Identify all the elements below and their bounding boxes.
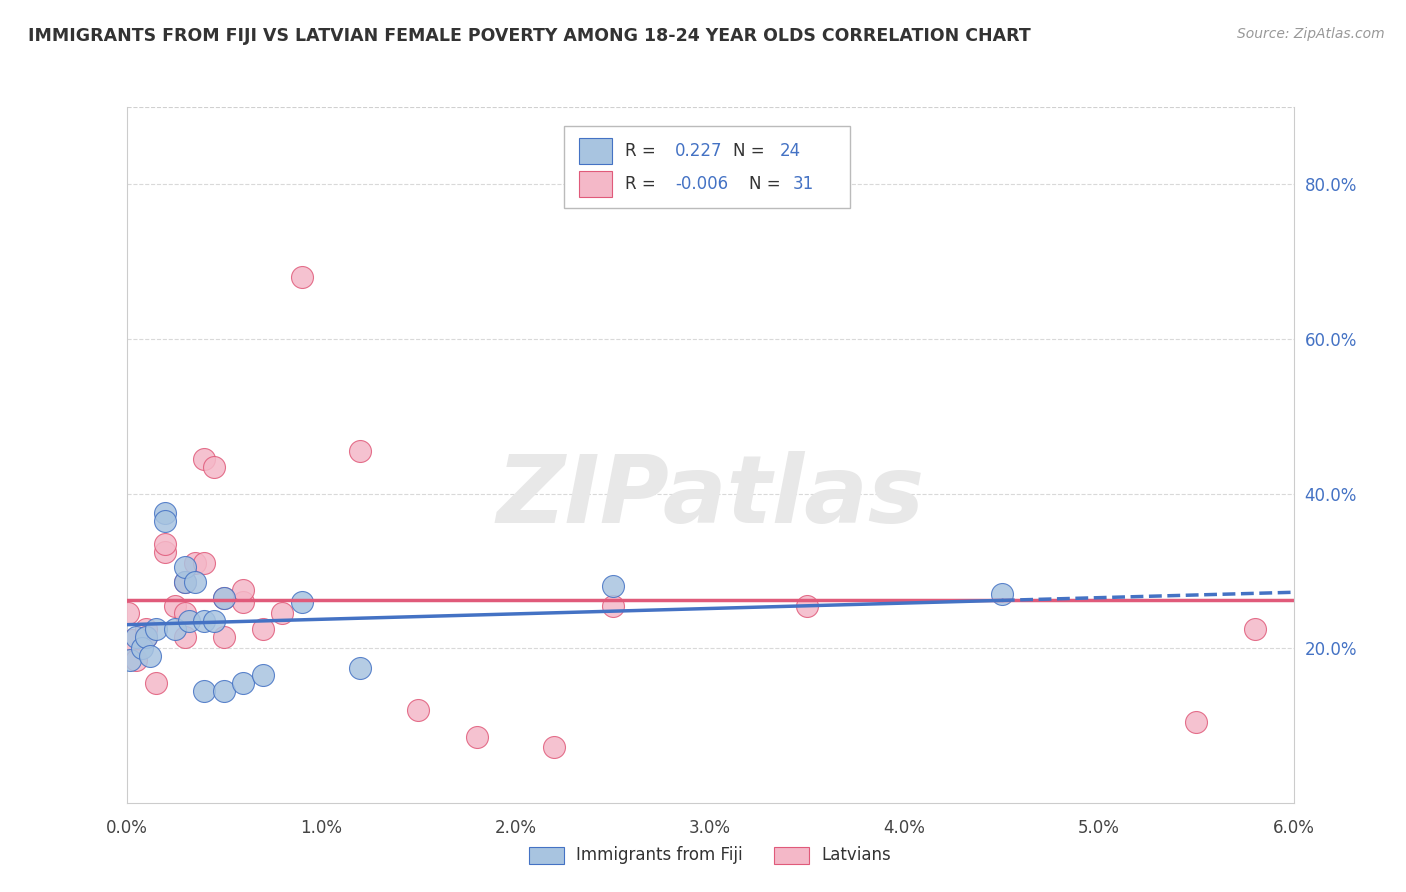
Point: [117, 607, 139, 621]
Point: [193, 683, 215, 698]
Text: Latvians: Latvians: [821, 846, 890, 864]
Point: [252, 668, 274, 682]
Point: [135, 622, 157, 636]
Point: [1243, 622, 1265, 636]
Point: [139, 648, 162, 663]
Point: [177, 614, 200, 628]
Text: IMMIGRANTS FROM FIJI VS LATVIAN FEMALE POVERTY AMONG 18-24 YEAR OLDS CORRELATION: IMMIGRANTS FROM FIJI VS LATVIAN FEMALE P…: [28, 27, 1031, 45]
Point: [543, 740, 565, 755]
FancyBboxPatch shape: [529, 847, 564, 864]
Point: [202, 614, 225, 628]
Text: N =: N =: [734, 142, 765, 160]
Point: [155, 514, 177, 528]
Point: [135, 630, 157, 644]
Point: [183, 575, 205, 590]
Point: [212, 591, 235, 605]
Text: Immigrants from Fiji: Immigrants from Fiji: [576, 846, 742, 864]
Point: [174, 575, 197, 590]
Point: [120, 653, 142, 667]
Point: [252, 622, 274, 636]
Point: [155, 537, 177, 551]
Point: [232, 583, 254, 598]
Point: [212, 630, 235, 644]
Text: R =: R =: [624, 175, 661, 194]
Point: [174, 575, 197, 590]
Point: [155, 544, 177, 558]
Text: 31: 31: [793, 175, 814, 194]
Point: [155, 506, 177, 520]
Point: [1185, 714, 1208, 729]
Point: [212, 683, 235, 698]
Point: [183, 556, 205, 570]
Point: [121, 633, 143, 648]
Text: -0.006: -0.006: [675, 175, 728, 194]
Text: ZIPatlas: ZIPatlas: [496, 450, 924, 542]
Point: [465, 730, 488, 744]
Point: [165, 599, 187, 613]
Point: [193, 556, 215, 570]
Point: [165, 622, 187, 636]
Text: R =: R =: [624, 142, 661, 160]
Point: [135, 630, 157, 644]
Text: Source: ZipAtlas.com: Source: ZipAtlas.com: [1237, 27, 1385, 41]
Point: [174, 630, 197, 644]
FancyBboxPatch shape: [564, 126, 851, 208]
Point: [408, 703, 430, 717]
Point: [193, 451, 215, 466]
Point: [202, 459, 225, 474]
Point: [193, 614, 215, 628]
FancyBboxPatch shape: [579, 137, 612, 164]
Point: [145, 676, 167, 690]
Point: [232, 676, 254, 690]
Point: [349, 444, 371, 458]
Point: [602, 579, 624, 593]
Point: [125, 630, 148, 644]
Point: [349, 660, 371, 674]
Point: [232, 595, 254, 609]
Point: [796, 599, 818, 613]
Point: [602, 599, 624, 613]
Point: [145, 622, 167, 636]
Point: [212, 591, 235, 605]
Point: [990, 587, 1012, 601]
FancyBboxPatch shape: [775, 847, 810, 864]
Text: N =: N =: [748, 175, 786, 194]
Point: [174, 560, 197, 574]
Point: [125, 653, 148, 667]
Text: 0.227: 0.227: [675, 142, 723, 160]
Point: [131, 641, 153, 656]
Text: 24: 24: [780, 142, 801, 160]
FancyBboxPatch shape: [579, 171, 612, 197]
Point: [290, 595, 312, 609]
Point: [271, 607, 294, 621]
Point: [290, 270, 312, 285]
Point: [174, 607, 197, 621]
